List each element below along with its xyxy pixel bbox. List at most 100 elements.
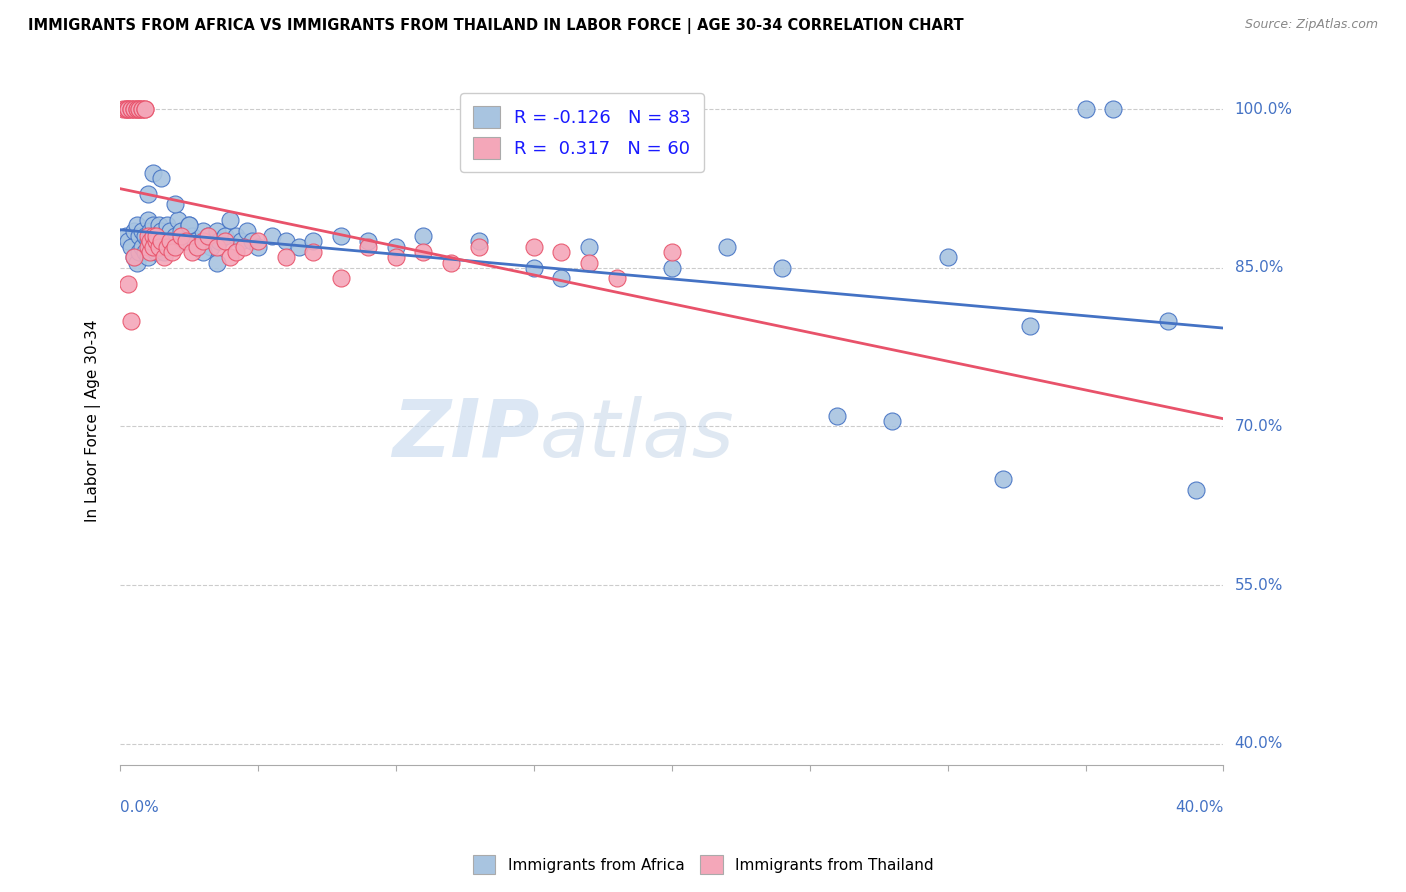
Point <box>191 235 214 249</box>
Point <box>148 240 170 254</box>
Point <box>177 219 200 233</box>
Point <box>225 229 247 244</box>
Point <box>122 250 145 264</box>
Point <box>159 235 181 249</box>
Point <box>523 240 546 254</box>
Point <box>145 229 167 244</box>
Point <box>136 250 159 264</box>
Legend: R = -0.126   N = 83, R =  0.317   N = 60: R = -0.126 N = 83, R = 0.317 N = 60 <box>460 94 704 171</box>
Point <box>156 240 179 254</box>
Point <box>225 244 247 259</box>
Point <box>357 240 380 254</box>
Point <box>180 244 202 259</box>
Point <box>139 235 162 249</box>
Point <box>131 240 153 254</box>
Point <box>936 250 959 264</box>
Point <box>125 255 148 269</box>
Point <box>145 235 167 249</box>
Point <box>606 271 628 285</box>
Point <box>120 102 142 116</box>
Point <box>200 240 222 254</box>
Point <box>302 244 325 259</box>
Point <box>167 213 190 227</box>
Point <box>150 240 173 254</box>
Point <box>114 102 136 116</box>
Point <box>1185 483 1208 497</box>
Y-axis label: In Labor Force | Age 30-34: In Labor Force | Age 30-34 <box>86 320 101 523</box>
Point <box>716 240 738 254</box>
Text: 0.0%: 0.0% <box>120 799 159 814</box>
Point <box>170 229 193 244</box>
Point <box>578 255 600 269</box>
Point <box>329 229 352 244</box>
Point <box>329 271 352 285</box>
Point <box>120 313 142 327</box>
Point <box>174 235 197 249</box>
Point <box>191 244 214 259</box>
Point <box>128 229 150 244</box>
Point <box>139 240 162 254</box>
Point <box>125 219 148 233</box>
Point <box>186 240 208 254</box>
Point <box>197 229 219 244</box>
Point <box>1019 318 1042 333</box>
Point <box>134 102 156 116</box>
Point <box>150 170 173 185</box>
Point <box>246 240 269 254</box>
Point <box>440 255 463 269</box>
Point <box>385 240 408 254</box>
Point <box>117 235 139 249</box>
Text: 100.0%: 100.0% <box>1234 102 1292 117</box>
Point <box>139 244 162 259</box>
Point <box>142 219 165 233</box>
Point <box>136 186 159 201</box>
Point <box>131 224 153 238</box>
Point <box>142 240 165 254</box>
Point <box>882 414 904 428</box>
Point <box>142 235 165 249</box>
Text: 40.0%: 40.0% <box>1234 736 1282 751</box>
Point <box>242 235 264 249</box>
Point <box>661 244 683 259</box>
Point <box>153 244 176 259</box>
Point <box>128 244 150 259</box>
Point <box>467 235 489 249</box>
Point <box>288 240 311 254</box>
Point <box>205 240 228 254</box>
Point <box>233 240 256 254</box>
Point <box>153 229 176 244</box>
Point <box>120 240 142 254</box>
Point <box>156 219 179 233</box>
Text: atlas: atlas <box>540 396 734 474</box>
Point <box>122 250 145 264</box>
Point <box>128 102 150 116</box>
Text: 70.0%: 70.0% <box>1234 419 1282 434</box>
Point <box>302 235 325 249</box>
Point <box>173 235 195 249</box>
Point <box>467 240 489 254</box>
Point <box>142 229 165 244</box>
Point <box>148 235 170 249</box>
Point <box>186 240 208 254</box>
Point <box>117 102 139 116</box>
Point <box>219 250 242 264</box>
Point <box>180 229 202 244</box>
Point <box>114 102 136 116</box>
Point <box>134 102 156 116</box>
Point <box>523 260 546 275</box>
Point <box>274 235 297 249</box>
Point <box>191 224 214 238</box>
Text: 85.0%: 85.0% <box>1234 260 1282 276</box>
Point <box>150 235 173 249</box>
Point <box>246 235 269 249</box>
Point <box>136 240 159 254</box>
Point <box>385 250 408 264</box>
Text: 55.0%: 55.0% <box>1234 577 1282 592</box>
Point <box>219 213 242 227</box>
Point <box>150 224 173 238</box>
Text: ZIP: ZIP <box>392 396 540 474</box>
Point <box>214 229 236 244</box>
Point <box>274 250 297 264</box>
Point <box>1157 313 1180 327</box>
Point <box>134 244 156 259</box>
